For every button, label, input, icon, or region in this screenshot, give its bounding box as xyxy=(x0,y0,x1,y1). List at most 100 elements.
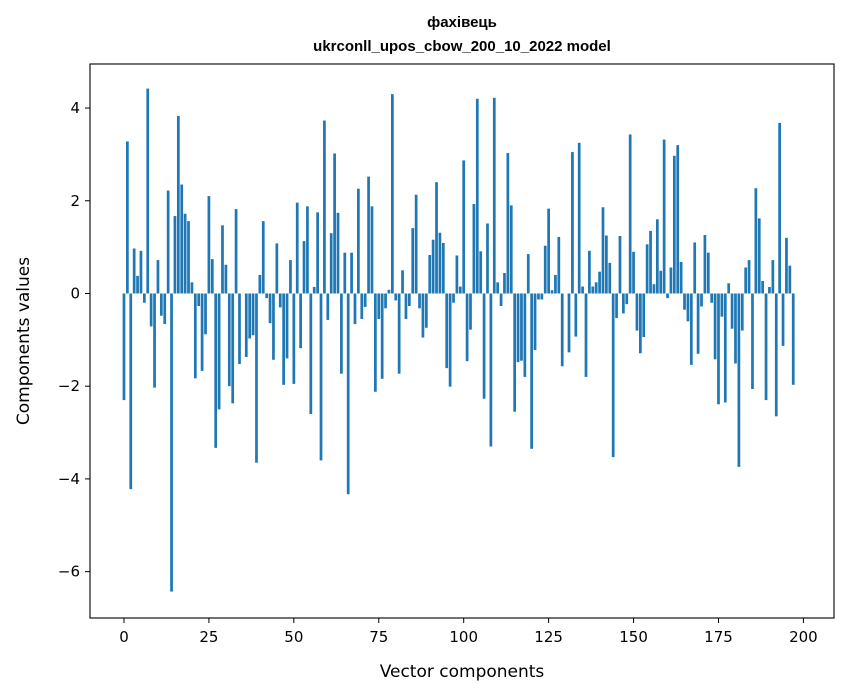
bar xyxy=(238,293,241,364)
y-tick-label: −2 xyxy=(58,377,80,395)
bar xyxy=(689,293,693,365)
bar xyxy=(642,293,646,338)
bar xyxy=(703,235,707,294)
bar xyxy=(533,293,537,351)
bar xyxy=(292,293,296,384)
bar xyxy=(319,293,323,461)
bar xyxy=(503,273,506,294)
bar xyxy=(751,293,754,389)
bar xyxy=(734,293,737,364)
bar xyxy=(543,245,547,294)
bar xyxy=(645,244,649,294)
x-tick-label: 25 xyxy=(199,628,218,646)
bar xyxy=(210,259,214,294)
bar xyxy=(513,293,517,412)
bar xyxy=(635,293,639,331)
bar xyxy=(421,293,425,338)
bar xyxy=(289,260,292,294)
bar xyxy=(221,225,224,294)
bar xyxy=(156,260,160,294)
x-tick-label: 125 xyxy=(534,628,563,646)
bar xyxy=(744,267,748,294)
bar xyxy=(577,142,581,294)
bar xyxy=(265,293,269,299)
bar xyxy=(608,262,612,294)
bar xyxy=(632,251,635,294)
bar xyxy=(791,293,795,385)
bar xyxy=(486,223,489,294)
bar xyxy=(710,293,714,303)
y-tick-label: −4 xyxy=(58,470,80,488)
bar xyxy=(343,252,347,294)
bar xyxy=(438,232,442,294)
bar xyxy=(126,141,129,294)
bar xyxy=(537,293,540,300)
bar xyxy=(394,293,398,301)
bar xyxy=(431,239,435,294)
bar xyxy=(231,293,235,404)
bar xyxy=(768,286,771,294)
bar xyxy=(384,293,387,309)
bar xyxy=(761,280,765,294)
bar xyxy=(149,293,153,327)
bar xyxy=(764,293,768,401)
bar xyxy=(655,219,659,294)
bar xyxy=(523,293,527,377)
bar xyxy=(611,293,615,458)
bar xyxy=(448,293,452,387)
bar xyxy=(163,293,167,325)
bar xyxy=(499,293,503,306)
bar xyxy=(683,293,686,310)
bar xyxy=(774,293,778,417)
bar xyxy=(278,293,282,308)
plot-frame xyxy=(89,63,835,619)
bar xyxy=(615,293,618,319)
bar xyxy=(652,284,656,294)
bar xyxy=(180,184,184,294)
bar xyxy=(363,293,367,307)
bar xyxy=(204,293,207,335)
bars-group xyxy=(122,88,795,592)
bar xyxy=(465,293,469,362)
y-ticks-group: −6 −4 −2 0 2 4 xyxy=(58,99,90,581)
bar xyxy=(479,251,483,294)
bar xyxy=(727,283,731,294)
bar xyxy=(248,293,252,339)
bar xyxy=(193,293,197,379)
y-axis-label: Components values xyxy=(14,257,34,425)
bar xyxy=(666,293,669,299)
bar xyxy=(295,202,299,294)
y-tick-label: 2 xyxy=(70,192,80,210)
bar xyxy=(414,194,418,294)
bar xyxy=(340,293,343,374)
bar xyxy=(129,293,133,490)
bar xyxy=(482,293,486,399)
bar xyxy=(469,293,472,330)
bar xyxy=(706,252,710,294)
bar xyxy=(605,235,608,294)
bar xyxy=(159,293,163,316)
bar xyxy=(717,293,720,405)
bar xyxy=(360,293,364,319)
bar xyxy=(700,293,703,307)
bar xyxy=(306,206,309,294)
bar xyxy=(686,293,690,322)
bar xyxy=(173,216,177,294)
bar xyxy=(475,98,479,294)
bar xyxy=(424,293,428,328)
bar xyxy=(153,293,156,388)
bar xyxy=(374,293,377,392)
bar xyxy=(659,270,663,294)
bar xyxy=(323,120,326,294)
bar xyxy=(261,221,265,294)
bar xyxy=(740,293,744,331)
bar xyxy=(672,155,676,294)
bar xyxy=(696,293,700,354)
bar xyxy=(550,290,554,294)
x-ticks-group: 0 25 50 75 100 125 150 175 200 xyxy=(119,618,818,646)
bar xyxy=(428,255,432,294)
y-tick-label: 4 xyxy=(70,99,80,117)
bar xyxy=(418,293,421,309)
x-tick-label: 50 xyxy=(284,628,303,646)
bar xyxy=(601,207,605,294)
